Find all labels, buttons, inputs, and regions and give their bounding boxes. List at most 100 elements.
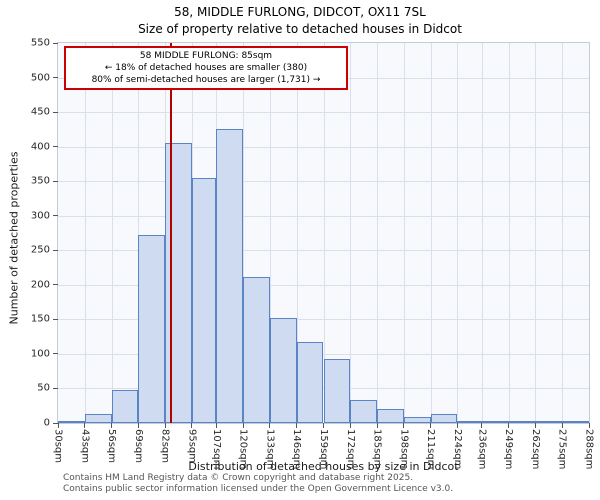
gridline-vertical: [377, 43, 378, 423]
x-tick-mark: [296, 423, 298, 428]
y-tick-mark: [53, 318, 58, 320]
footer-line-1: Contains HM Land Registry data © Crown c…: [63, 473, 414, 483]
y-tick-label: 400: [30, 141, 50, 153]
gridline-vertical: [430, 43, 432, 423]
gridline-vertical: [457, 43, 459, 423]
y-tick-mark: [53, 42, 58, 44]
x-tick-mark: [376, 423, 378, 428]
histogram-bar: [216, 129, 244, 423]
gridline-vertical: [535, 43, 537, 423]
histogram-bar: [269, 317, 297, 423]
x-tick-mark: [508, 423, 510, 428]
histogram-bar: [84, 414, 112, 423]
y-tick-mark: [53, 353, 58, 355]
histogram-bar: [191, 177, 217, 423]
y-tick-mark: [53, 215, 58, 217]
y-tick-label: 100: [30, 348, 50, 360]
y-tick-mark: [53, 422, 58, 424]
histogram-bar: [138, 235, 166, 423]
x-tick-label: 236sqm: [476, 429, 488, 470]
y-tick-label: 200: [30, 279, 50, 291]
gridline-vertical: [84, 43, 86, 423]
x-tick-label: 288sqm: [583, 429, 595, 470]
gridline-vertical: [481, 43, 483, 423]
annotation-box: 58 MIDDLE FURLONG: 85sqm ← 18% of detach…: [64, 46, 348, 90]
x-tick-mark: [111, 423, 112, 428]
x-tick-label: 56sqm: [106, 429, 117, 464]
y-tick-label: 150: [30, 313, 50, 325]
histogram-bar: [562, 421, 589, 423]
y-tick-label: 450: [30, 106, 50, 118]
property-size-marker-line: [170, 43, 173, 423]
histogram-bar: [481, 421, 509, 423]
y-tick-label: 300: [30, 210, 50, 222]
x-tick-label: 211sqm: [425, 429, 437, 470]
x-tick-label: 159sqm: [318, 429, 329, 470]
x-tick-label: 69sqm: [132, 429, 144, 464]
x-tick-mark: [481, 423, 483, 428]
x-tick-mark: [430, 423, 432, 428]
x-tick-mark: [84, 423, 86, 428]
histogram-bar: [350, 400, 377, 423]
y-tick-label: 250: [30, 244, 50, 256]
x-tick-mark: [561, 423, 563, 428]
gridline-vertical: [138, 43, 140, 423]
annotation-line-2: ← 18% of detached houses are smaller (38…: [104, 63, 308, 73]
y-tick-mark: [53, 180, 58, 182]
y-tick-mark: [53, 387, 58, 389]
histogram-bar: [243, 276, 270, 423]
x-tick-label: 120sqm: [237, 429, 249, 470]
gridline-vertical: [323, 43, 325, 423]
x-tick-mark: [534, 423, 536, 428]
y-tick-label: 500: [30, 72, 50, 84]
x-tick-label: 224sqm: [451, 429, 463, 470]
gridline-vertical: [243, 43, 245, 423]
x-tick-mark: [137, 423, 139, 428]
x-tick-label: 198sqm: [398, 429, 410, 470]
y-axis-label: Number of detached properties: [7, 151, 21, 325]
x-tick-label: 146sqm: [291, 429, 303, 470]
x-tick-label: 185sqm: [371, 429, 383, 470]
x-tick-label: 249sqm: [503, 429, 515, 470]
y-tick-label: 50: [37, 382, 50, 394]
x-tick-mark: [242, 423, 244, 428]
annotation-line-1: 58 MIDDLE FURLONG: 85sqm: [139, 51, 273, 61]
x-tick-mark: [164, 423, 166, 428]
x-tick-label: 107sqm: [210, 429, 222, 470]
histogram-bar: [165, 143, 192, 423]
x-tick-label: 95sqm: [186, 429, 198, 464]
x-tick-mark: [269, 423, 271, 428]
x-tick-label: 30sqm: [52, 429, 64, 464]
x-tick-mark: [57, 423, 59, 428]
gridline-vertical: [111, 43, 113, 423]
x-tick-label: 172sqm: [344, 429, 356, 470]
y-tick-mark: [53, 77, 58, 79]
histogram-bar: [457, 420, 482, 423]
x-tick-mark: [588, 423, 590, 428]
x-tick-label: 275sqm: [556, 429, 568, 470]
histogram-bar: [403, 417, 431, 423]
y-tick-mark: [53, 111, 58, 113]
footer: Contains HM Land Registry data © Crown c…: [63, 473, 453, 495]
gridline-vertical: [350, 43, 352, 423]
histogram-bar: [296, 342, 324, 423]
x-tick-label: 82sqm: [159, 429, 171, 464]
gridline-vertical: [403, 43, 405, 423]
annotation-line-3: 80% of semi-detached houses are larger (…: [91, 75, 321, 85]
gridline-vertical: [562, 43, 564, 423]
chart-subtitle: Size of property relative to detached ho…: [138, 22, 462, 36]
y-tick-label: 550: [30, 37, 50, 49]
gridline-vertical: [508, 43, 510, 423]
x-tick-label: 43sqm: [79, 429, 91, 464]
x-tick-mark: [349, 423, 351, 428]
y-tick-label: 0: [43, 417, 50, 429]
x-tick-mark: [456, 423, 458, 428]
histogram-bar: [535, 421, 563, 423]
histogram-bar: [111, 389, 139, 423]
histogram-bar: [323, 359, 351, 423]
chart-title: 58, MIDDLE FURLONG, DIDCOT, OX11 7SL: [174, 5, 426, 19]
x-tick-label: 262sqm: [529, 429, 541, 470]
gridline-vertical: [296, 43, 298, 423]
x-tick-mark: [403, 423, 405, 428]
